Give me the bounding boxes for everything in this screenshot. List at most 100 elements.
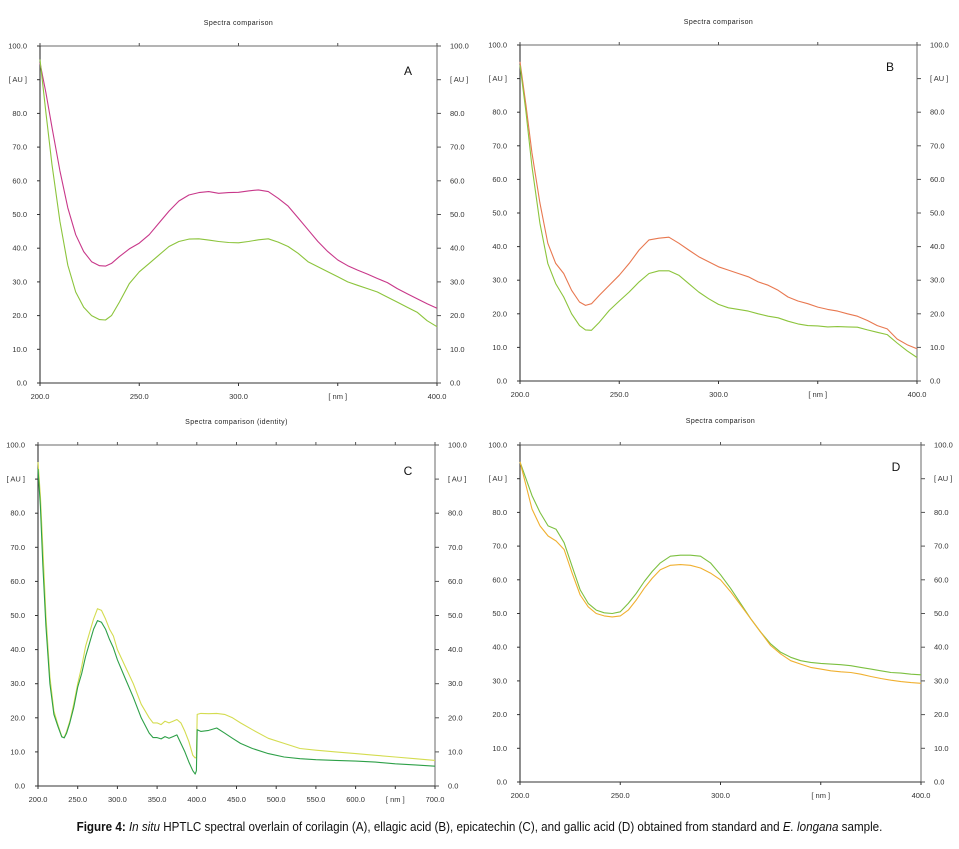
y-tick-label-left: 60.0 [12, 176, 27, 185]
y-tick-label-left: 40.0 [12, 244, 27, 253]
y-tick-label-right: 40.0 [930, 242, 945, 251]
chart-panel-c: Spectra comparison (identity) 0.0 0.0 10.0 1… [0, 410, 480, 810]
series-line-sample [519, 461, 922, 676]
y-tick-label-right: 100.0 [450, 42, 469, 51]
x-tick-label: 600.0 [346, 795, 365, 804]
y-tick-label-left: 30.0 [492, 676, 507, 685]
caption-italic-species: E. longana [782, 820, 839, 834]
series-line-sample [39, 59, 438, 328]
y-tick-label-left: 30.0 [10, 679, 25, 688]
y-tick-label-left: 20.0 [10, 713, 25, 722]
y-tick-label-left: 60.0 [10, 577, 25, 586]
series-line-sample [37, 468, 436, 775]
x-tick-label: [ nm ] [328, 392, 347, 401]
y-tick-label-left: 50.0 [492, 609, 507, 618]
y-tick-label-left: 50.0 [12, 210, 27, 219]
series-line-standard [37, 462, 436, 761]
panel-letter-d: D [892, 460, 901, 474]
y-tick-label-left: 10.0 [492, 744, 507, 753]
y-tick-label-right: 20.0 [930, 309, 945, 318]
y-tick-label-left: 0.0 [17, 379, 27, 388]
x-tick-label: 550.0 [307, 795, 326, 804]
x-tick-label: 250.0 [130, 392, 149, 401]
y-tick-label-right: 30.0 [934, 676, 949, 685]
y-tick-label-left: 60.0 [492, 175, 507, 184]
y-tick-label-left: 20.0 [492, 710, 507, 719]
y-tick-label-left: 70.0 [492, 542, 507, 551]
y-tick-label-right: 50.0 [934, 609, 949, 618]
y-tick-label-right: 20.0 [450, 311, 465, 320]
y-tick-label-left: 10.0 [12, 345, 27, 354]
y-tick-label-right: 50.0 [930, 209, 945, 218]
y-tick-label-right: 0.0 [934, 778, 944, 787]
y-tick-label-right: 100.0 [934, 441, 953, 450]
x-tick-label: 500.0 [267, 795, 286, 804]
y-tick-label-right: 60.0 [934, 575, 949, 584]
y-tick-label-left: 80.0 [12, 109, 27, 118]
x-tick-label: 200.0 [31, 392, 50, 401]
y-tick-label-right: 80.0 [934, 508, 949, 517]
y-tick-label-right: 100.0 [448, 441, 467, 450]
chart-title: Spectra comparison [204, 20, 273, 27]
y-tick-label-right: 0.0 [930, 377, 940, 386]
x-tick-label: [ nm ] [386, 795, 405, 804]
series-line-standard [519, 461, 922, 684]
y-tick-label-left: 40.0 [492, 643, 507, 652]
x-tick-label: 350.0 [148, 795, 167, 804]
y-tick-label-left: 70.0 [10, 543, 25, 552]
chart-title: Spectra comparison (identity) [185, 419, 288, 426]
x-tick-label: 300.0 [108, 795, 127, 804]
y-tick-label-left: 30.0 [492, 276, 507, 285]
y-tick-label-left: 80.0 [10, 509, 25, 518]
x-tick-label: 200.0 [511, 390, 530, 399]
y-tick-label-right: [ AU ] [934, 474, 952, 483]
x-tick-label: 200.0 [511, 791, 530, 800]
x-tick-label: 400.0 [428, 392, 447, 401]
panel-letter-c: C [404, 464, 413, 478]
y-tick-label-right: 30.0 [930, 276, 945, 285]
y-tick-label-left: 0.0 [15, 782, 25, 791]
x-tick-label: 300.0 [229, 392, 248, 401]
y-tick-label-left: [ AU ] [7, 475, 25, 484]
x-tick-label: [ nm ] [811, 791, 830, 800]
y-tick-label-right: 30.0 [450, 277, 465, 286]
y-tick-label-right: 10.0 [930, 343, 945, 352]
y-tick-label-right: 60.0 [450, 176, 465, 185]
y-tick-label-right: 0.0 [450, 379, 460, 388]
y-tick-label-right: 70.0 [930, 141, 945, 150]
spectra-chart-d: Spectra comparison 0.0 0.0 10.0 10.0 20.0 20.0… [488, 418, 953, 800]
y-tick-label-left: 60.0 [492, 575, 507, 584]
x-tick-label: 400.0 [912, 791, 931, 800]
y-tick-label-right: 100.0 [930, 41, 949, 50]
y-tick-label-left: 80.0 [492, 108, 507, 117]
y-tick-label-left: 70.0 [492, 141, 507, 150]
y-tick-label-right: 70.0 [450, 143, 465, 152]
y-tick-label-left: 40.0 [492, 242, 507, 251]
y-tick-label-left: 100.0 [488, 441, 507, 450]
y-tick-label-left: 100.0 [488, 41, 507, 50]
panel-letter-b: B [886, 60, 894, 74]
y-tick-label-right: 30.0 [448, 679, 463, 688]
y-tick-label-left: 20.0 [492, 309, 507, 318]
y-tick-label-left: 80.0 [492, 508, 507, 517]
y-tick-label-right: 10.0 [934, 744, 949, 753]
y-tick-label-right: [ AU ] [450, 75, 468, 84]
y-tick-label-right: 40.0 [934, 643, 949, 652]
x-tick-label: 250.0 [610, 390, 629, 399]
figure-caption: Figure 4: In situ HPTLC spectral overlai… [34, 820, 926, 834]
chart-panel-b: Spectra comparison 0.0 0.0 10.0 10.0 20.0 20.0… [480, 0, 959, 410]
y-tick-label-right: 80.0 [448, 509, 463, 518]
x-tick-label: 200.0 [29, 795, 48, 804]
x-tick-label: 300.0 [709, 390, 728, 399]
y-tick-label-left: 100.0 [6, 441, 25, 450]
y-tick-label-left: 100.0 [8, 42, 27, 51]
y-tick-label-right: 20.0 [448, 713, 463, 722]
x-tick-label: 250.0 [611, 791, 630, 800]
y-tick-label-right: 20.0 [934, 710, 949, 719]
y-tick-label-left: 70.0 [12, 143, 27, 152]
chart-panel-d: Spectra comparison 0.0 0.0 10.0 10.0 20.0 20.0… [480, 410, 959, 810]
x-tick-label: 400.0 [187, 795, 206, 804]
series-line-standard [519, 61, 918, 350]
series-line-sample [519, 65, 918, 358]
y-tick-label-right: 40.0 [448, 645, 463, 654]
